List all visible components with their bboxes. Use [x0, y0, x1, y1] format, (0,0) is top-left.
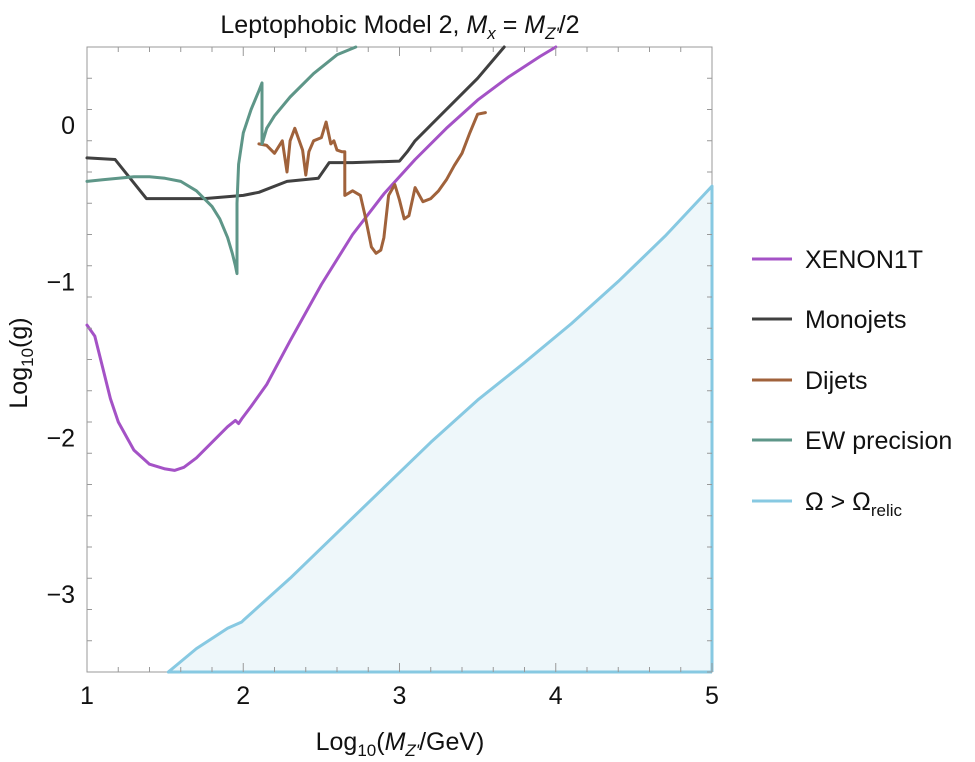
relic-fill-layer [168, 186, 713, 672]
relic-region-fill [168, 186, 713, 672]
y-tick-label: −2 [46, 425, 75, 453]
legend-label-ew-precision: EW precision [805, 427, 952, 455]
chart-title: Leptophobic Model 2, Mx = MZ'/2 [220, 11, 579, 43]
x-tick-label: 5 [705, 682, 719, 710]
y-tick-label: 0 [61, 112, 75, 140]
legend-label-dijets: Dijets [805, 367, 868, 395]
series-line-relic [166, 184, 714, 674]
legend-item-ew-precision: EW precision [752, 427, 952, 455]
legend-item-xenon: XENON1T [752, 246, 923, 274]
x-tick-label: 3 [393, 682, 407, 710]
x-tick-label: 1 [80, 682, 94, 710]
x-label-rest: /GeV) [419, 728, 484, 756]
y-label-rest: (g) [5, 317, 33, 348]
y-label-sub: 10 [18, 348, 37, 367]
x-label-m-sub: Z' [404, 741, 419, 760]
legend-label-xenon: XENON1T [805, 246, 923, 274]
legend-item-monojets: Monojets [752, 306, 906, 334]
x-label-sub: 10 [357, 741, 376, 760]
title-mx-sub: x [486, 24, 496, 43]
series-layer [85, 45, 714, 674]
series-line-dijets [257, 111, 487, 255]
x-label-m-base: M [385, 728, 406, 756]
title-mz-sub: Z' [544, 24, 559, 43]
legend-item-relic: Ω > Ωrelic [752, 488, 903, 520]
x-tick-label: 4 [549, 682, 563, 710]
x-label-open: ( [376, 728, 385, 756]
x-tick-label: 2 [236, 682, 250, 710]
y-tick-label: −3 [46, 581, 75, 609]
title-prefix: Leptophobic Model 2, [220, 11, 466, 39]
legend-label-monojets: Monojets [805, 306, 906, 334]
tick-layer: 1 2 3 4 5 0 −1 −2 −3 [46, 46, 719, 710]
legend-label-relic: Ω > Ωrelic [805, 488, 903, 520]
series-line-ew [85, 45, 358, 276]
title-mz-base: M [524, 11, 545, 39]
series-line-monojets [85, 45, 506, 201]
y-axis-label: Log10(g) [5, 317, 37, 408]
legend-relic-base: Ω > Ω [805, 488, 871, 516]
title-equals: = [496, 11, 525, 39]
x-axis-label: Log10(MZ'/GeV) [316, 728, 485, 760]
series-line-xenon [85, 45, 558, 472]
legend-relic-sub: relic [871, 501, 903, 520]
legend: XENON1T Monojets Dijets EW precision Ω >… [752, 246, 952, 520]
y-label-pre: Log [5, 367, 33, 409]
title-suffix: /2 [559, 11, 580, 39]
x-label-pre: Log [316, 728, 358, 756]
y-tick-label: −1 [46, 268, 75, 296]
title-mx-base: M [466, 11, 487, 39]
legend-item-dijets: Dijets [752, 367, 868, 395]
